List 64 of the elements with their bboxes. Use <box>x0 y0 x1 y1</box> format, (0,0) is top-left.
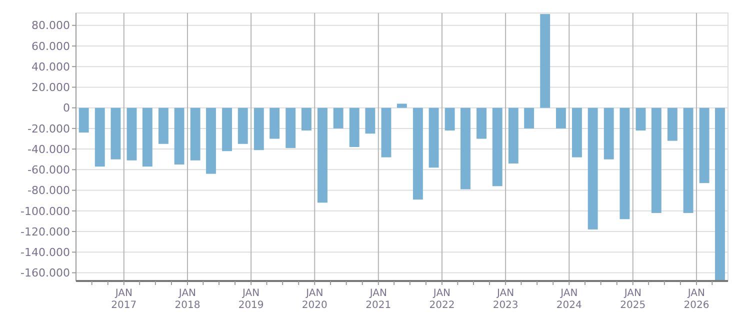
x-tick-label: JAN 2022 <box>429 288 455 311</box>
y-tick-label: -120.000 <box>20 225 70 238</box>
y-tick-label: -80.000 <box>28 184 70 198</box>
y-tick-label: -20.000 <box>28 122 70 136</box>
bar <box>636 108 646 131</box>
y-tick-label: -160.000 <box>20 266 70 280</box>
x-tick-label: JAN 2026 <box>684 288 710 311</box>
bar <box>476 108 486 139</box>
bar <box>428 108 439 168</box>
bar <box>524 108 534 128</box>
bar <box>572 108 582 158</box>
bar <box>94 108 105 167</box>
bar <box>444 108 455 131</box>
x-tick-label: JAN 2024 <box>556 288 582 311</box>
bar <box>110 108 121 160</box>
bar <box>222 108 232 152</box>
x-tick-label: JAN 2025 <box>620 288 646 311</box>
bar <box>158 108 168 144</box>
y-tick-label: -140.000 <box>20 246 70 259</box>
bar <box>683 108 694 213</box>
bar <box>492 108 502 186</box>
bar <box>206 108 216 174</box>
bar <box>254 108 264 150</box>
y-tick-label: -60.000 <box>28 164 70 177</box>
x-tick-label: JAN 2019 <box>238 288 264 311</box>
x-tick-label: JAN 2023 <box>492 288 518 311</box>
bar <box>318 108 328 203</box>
bar <box>715 108 725 281</box>
bar <box>365 108 376 134</box>
bar <box>508 108 518 164</box>
bar <box>270 108 280 139</box>
bar <box>333 108 344 128</box>
bar <box>460 108 470 190</box>
bar <box>286 108 296 148</box>
bar <box>540 14 550 108</box>
bar <box>142 108 152 167</box>
x-tick-label: JAN 2020 <box>302 288 328 311</box>
bar <box>349 108 360 147</box>
y-tick-label: 20.000 <box>32 81 70 94</box>
bar <box>556 108 566 128</box>
bar <box>126 108 137 160</box>
y-tick-label: -100.000 <box>20 204 70 218</box>
bar <box>174 108 184 165</box>
bar <box>699 108 710 184</box>
x-tick-label: JAN 2021 <box>366 288 392 311</box>
y-tick-label: -40.000 <box>28 142 70 156</box>
bar <box>588 108 598 230</box>
bar <box>604 108 614 160</box>
bar <box>620 108 630 220</box>
bar <box>190 108 200 160</box>
x-tick-label: JAN 2017 <box>111 288 137 311</box>
y-tick-label: 0 <box>63 102 70 115</box>
bar <box>412 108 423 200</box>
bar <box>238 108 248 144</box>
bar <box>78 108 89 133</box>
bar <box>381 108 392 158</box>
bar <box>651 108 662 213</box>
x-tick-label: JAN 2018 <box>174 288 200 311</box>
bar <box>396 104 407 108</box>
y-tick-label: 60.000 <box>32 40 70 53</box>
y-tick-label: 80.000 <box>32 19 70 32</box>
bar <box>301 108 312 131</box>
y-tick-label: 40.000 <box>32 60 70 74</box>
bar <box>667 108 678 141</box>
